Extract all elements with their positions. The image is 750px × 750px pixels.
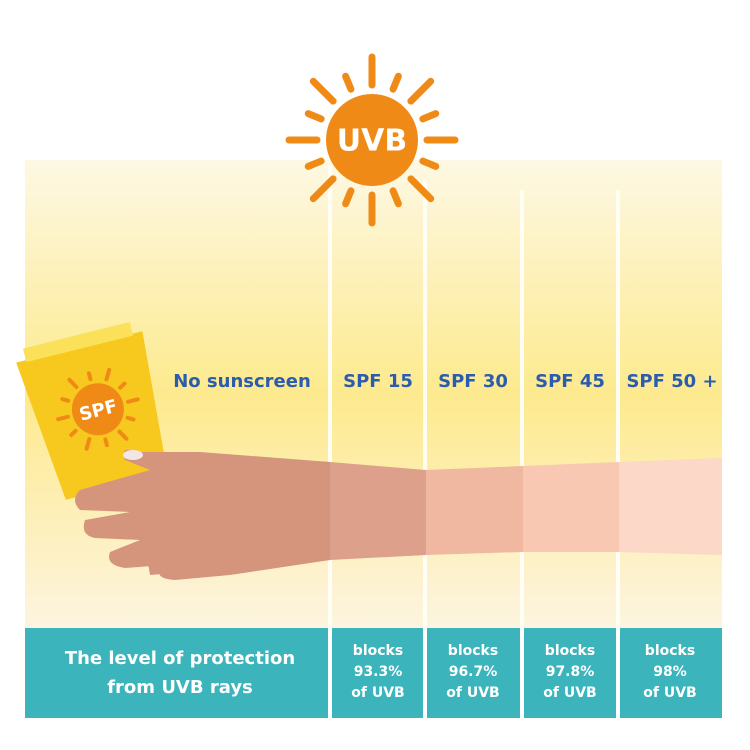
protection-text: blocks — [545, 643, 595, 659]
footer-dividers — [328, 628, 620, 718]
ray — [86, 371, 93, 382]
ray — [389, 187, 402, 208]
protection-text: 97.8% — [546, 664, 595, 680]
ray — [407, 77, 435, 105]
ray — [104, 367, 112, 382]
ray — [125, 397, 140, 404]
protection-text: of UVB — [351, 685, 404, 701]
sun-rays — [285, 53, 459, 227]
ray — [56, 414, 70, 422]
protection-text: 96.7% — [449, 664, 498, 680]
ray — [389, 72, 402, 93]
ray — [304, 157, 325, 170]
footer-line: from UVB rays — [107, 677, 253, 698]
ray — [103, 437, 109, 448]
ray — [60, 397, 71, 403]
ray — [69, 428, 78, 437]
protection-text: blocks — [448, 643, 498, 659]
ray — [117, 429, 129, 441]
arm-spf15 — [330, 462, 426, 560]
ray — [304, 110, 325, 123]
ray — [309, 175, 337, 203]
arm-spf30 — [426, 466, 523, 555]
ray — [407, 175, 435, 203]
ray — [309, 77, 337, 105]
ray — [118, 381, 127, 390]
hand — [75, 449, 330, 580]
protection-text: blocks — [645, 643, 695, 659]
sun-label: UVB — [337, 124, 407, 159]
sun — [326, 94, 418, 186]
ray — [419, 157, 440, 170]
ray — [125, 415, 136, 422]
ray — [342, 72, 355, 93]
protection-text: 93.3% — [354, 664, 403, 680]
column-label: SPF 45 — [535, 371, 605, 392]
protection-cells: blocks 93.3% of UVB blocks 96.7% of UVB blocks… — [351, 643, 696, 701]
column-label: SPF 15 — [343, 371, 413, 392]
footer-line: The level of protection — [65, 648, 295, 669]
ray — [67, 377, 79, 389]
ray — [419, 110, 440, 123]
column-label: SPF 30 — [438, 371, 508, 392]
nail — [123, 450, 143, 460]
arm-spf50 — [619, 458, 722, 555]
footer-band — [25, 628, 722, 718]
protection-text: of UVB — [446, 685, 499, 701]
protection-text: blocks — [353, 643, 403, 659]
protection-text: of UVB — [643, 685, 696, 701]
ray — [84, 437, 92, 451]
arm-spf45 — [523, 462, 619, 552]
column-label: SPF 50 + — [626, 371, 717, 392]
ray — [342, 187, 355, 208]
protection-text: of UVB — [543, 685, 596, 701]
protection-text: 98% — [653, 664, 687, 680]
column-label: No sunscreen — [173, 371, 311, 392]
